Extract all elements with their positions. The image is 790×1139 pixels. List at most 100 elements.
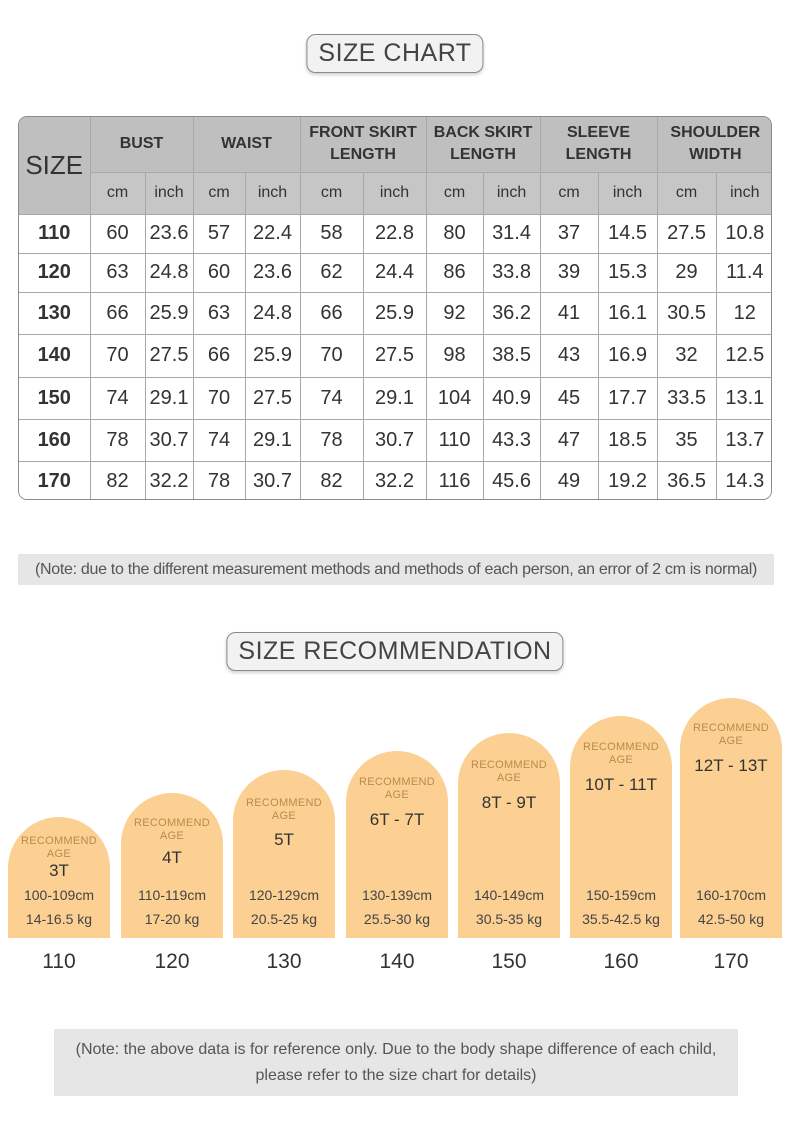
measurement-cell: 30.7 <box>144 418 194 462</box>
height-range: 110-119cm <box>138 887 206 903</box>
group-header-bust: BUST <box>89 117 194 173</box>
measurement-cell: 57 <box>192 213 246 254</box>
measurement-cell: 14.5 <box>597 213 658 254</box>
height-range: 130-139cm <box>361 887 433 903</box>
measurement-cell: 70 <box>89 333 146 378</box>
table-row: 130 66 25.9 63 24.8 66 25.9 92 36.2 41 16.1 30.5 12 <box>19 291 771 335</box>
measurement-cell: 11.4 <box>715 252 771 293</box>
height-range: 100-109cm <box>23 887 95 903</box>
measurement-cell: 63 <box>192 291 246 335</box>
size-label: 140 <box>379 950 415 973</box>
age-label: AGE <box>46 848 72 860</box>
recommended-age: 6T - 7T <box>369 810 425 829</box>
measurement-cell: 30.7 <box>362 418 427 462</box>
size-cell: 150 <box>19 376 91 420</box>
size-label: 120 <box>154 950 190 973</box>
age-label: AGE <box>271 810 297 822</box>
size-cell: 120 <box>19 252 91 293</box>
measurement-cell: 32 <box>656 333 717 378</box>
measurement-cell: 66 <box>89 291 146 335</box>
measurement-cell: 16.9 <box>597 333 658 378</box>
measurement-cell: 19.2 <box>597 460 658 499</box>
measurement-cell: 66 <box>299 291 364 335</box>
unit-header: cm <box>299 171 364 215</box>
size-chart-table: SIZE BUST WAIST FRONT SKIRT LENGTH BACK S… <box>18 116 772 500</box>
measurement-cell: 37 <box>539 213 599 254</box>
measurement-cell: 25.9 <box>144 291 194 335</box>
group-header-back-skirt-length: BACK SKIRT LENGTH <box>425 117 541 173</box>
measurement-cell: 62 <box>299 252 364 293</box>
age-label: AGE <box>496 772 522 784</box>
weight-range: 30.5-35 kg <box>475 911 543 927</box>
measurement-cell: 29 <box>656 252 717 293</box>
measurement-cell: 32.2 <box>362 460 427 499</box>
age-label: AGE <box>608 754 634 766</box>
size-cell: 130 <box>19 291 91 335</box>
measurement-cell: 12.5 <box>715 333 771 378</box>
measurement-cell: 14.3 <box>715 460 771 499</box>
size-header: SIZE <box>19 117 91 215</box>
unit-header: cm <box>90 171 146 215</box>
group-header-front-skirt-length: FRONT SKIRT LENGTH <box>299 117 427 173</box>
measurement-cell: 27.5 <box>362 333 427 378</box>
unit-header: inch <box>144 171 194 215</box>
measurement-cell: 82 <box>299 460 364 499</box>
recommended-age: 8T - 9T <box>481 793 537 812</box>
measurement-cell: 27.5 <box>144 333 194 378</box>
measurement-cell: 74 <box>89 376 146 420</box>
measurement-cell: 13.7 <box>715 418 771 462</box>
measurement-cell: 29.1 <box>362 376 427 420</box>
measurement-cell: 12 <box>715 291 771 335</box>
height-range: 120-129cm <box>248 887 320 903</box>
size-cell: 110 <box>19 213 91 254</box>
measurement-cell: 110 <box>425 418 484 462</box>
recommendation-card: RECOMMEND AGE 6T - 7T 130-139cm 25.5-30 kg <box>346 751 448 938</box>
measurement-cell: 38.5 <box>482 333 541 378</box>
measurement-cell: 78 <box>192 460 246 499</box>
measurement-cell: 31.4 <box>482 213 541 254</box>
unit-header: cm <box>192 171 246 215</box>
measurement-cell: 78 <box>299 418 364 462</box>
weight-range: 25.5-30 kg <box>363 911 431 927</box>
measurement-cell: 27.5 <box>244 376 301 420</box>
recommendation-card: RECOMMEND AGE 4T 110-119cm 17-20 kg <box>121 793 223 938</box>
unit-header: cm <box>539 171 599 215</box>
unit-header: cm <box>425 171 484 215</box>
recommend-label: RECOMMEND <box>20 835 98 847</box>
recommend-label: RECOMMEND <box>582 741 660 753</box>
size-label: 160 <box>603 950 639 973</box>
recommended-age: 4T <box>162 848 182 867</box>
recommended-age: 12T - 13T <box>694 756 768 775</box>
reference-note-line-2: please refer to the size chart for detai… <box>255 1067 537 1084</box>
measurement-cell: 92 <box>425 291 484 335</box>
measurement-cell: 24.4 <box>362 252 427 293</box>
measurement-cell: 35 <box>656 418 717 462</box>
measurement-cell: 33.5 <box>656 376 717 420</box>
measurement-cell: 24.8 <box>244 291 301 335</box>
unit-header: inch <box>244 171 301 215</box>
group-header-shoulder-width: SHOULDER WIDTH <box>656 117 771 173</box>
weight-range: 20.5-25 kg <box>250 911 318 927</box>
group-header-sleeve-length: SLEEVE LENGTH <box>539 117 658 173</box>
unit-header: inch <box>597 171 658 215</box>
measurement-cell: 74 <box>299 376 364 420</box>
size-cell: 140 <box>19 333 91 378</box>
measurement-cell: 43.3 <box>482 418 541 462</box>
recommended-age: 5T <box>274 830 294 849</box>
size-cell: 170 <box>19 460 91 499</box>
unit-header: inch <box>715 171 771 215</box>
measurement-cell: 25.9 <box>362 291 427 335</box>
height-range: 140-149cm <box>473 887 545 903</box>
measurement-cell: 60 <box>89 213 146 254</box>
table-row: 140 70 27.5 66 25.9 70 27.5 98 38.5 43 16.9 32 12.5 <box>19 333 771 378</box>
size-label: 110 <box>42 950 76 973</box>
weight-range: 14-16.5 kg <box>25 911 93 927</box>
measurement-cell: 41 <box>539 291 599 335</box>
measurement-cell: 40.9 <box>482 376 541 420</box>
measurement-cell: 116 <box>425 460 484 499</box>
measurement-cell: 22.4 <box>244 213 301 254</box>
measurement-cell: 29.1 <box>244 418 301 462</box>
recommendation-card: RECOMMEND AGE 12T - 13T 160-170cm 42.5-50 kg <box>680 698 782 938</box>
table-row: 150 74 29.1 70 27.5 74 29.1 104 40.9 45 17.7 33.5 13… <box>19 376 771 420</box>
recommendation-card: RECOMMEND AGE 8T - 9T 140-149cm 30.5-35 kg <box>458 733 560 938</box>
